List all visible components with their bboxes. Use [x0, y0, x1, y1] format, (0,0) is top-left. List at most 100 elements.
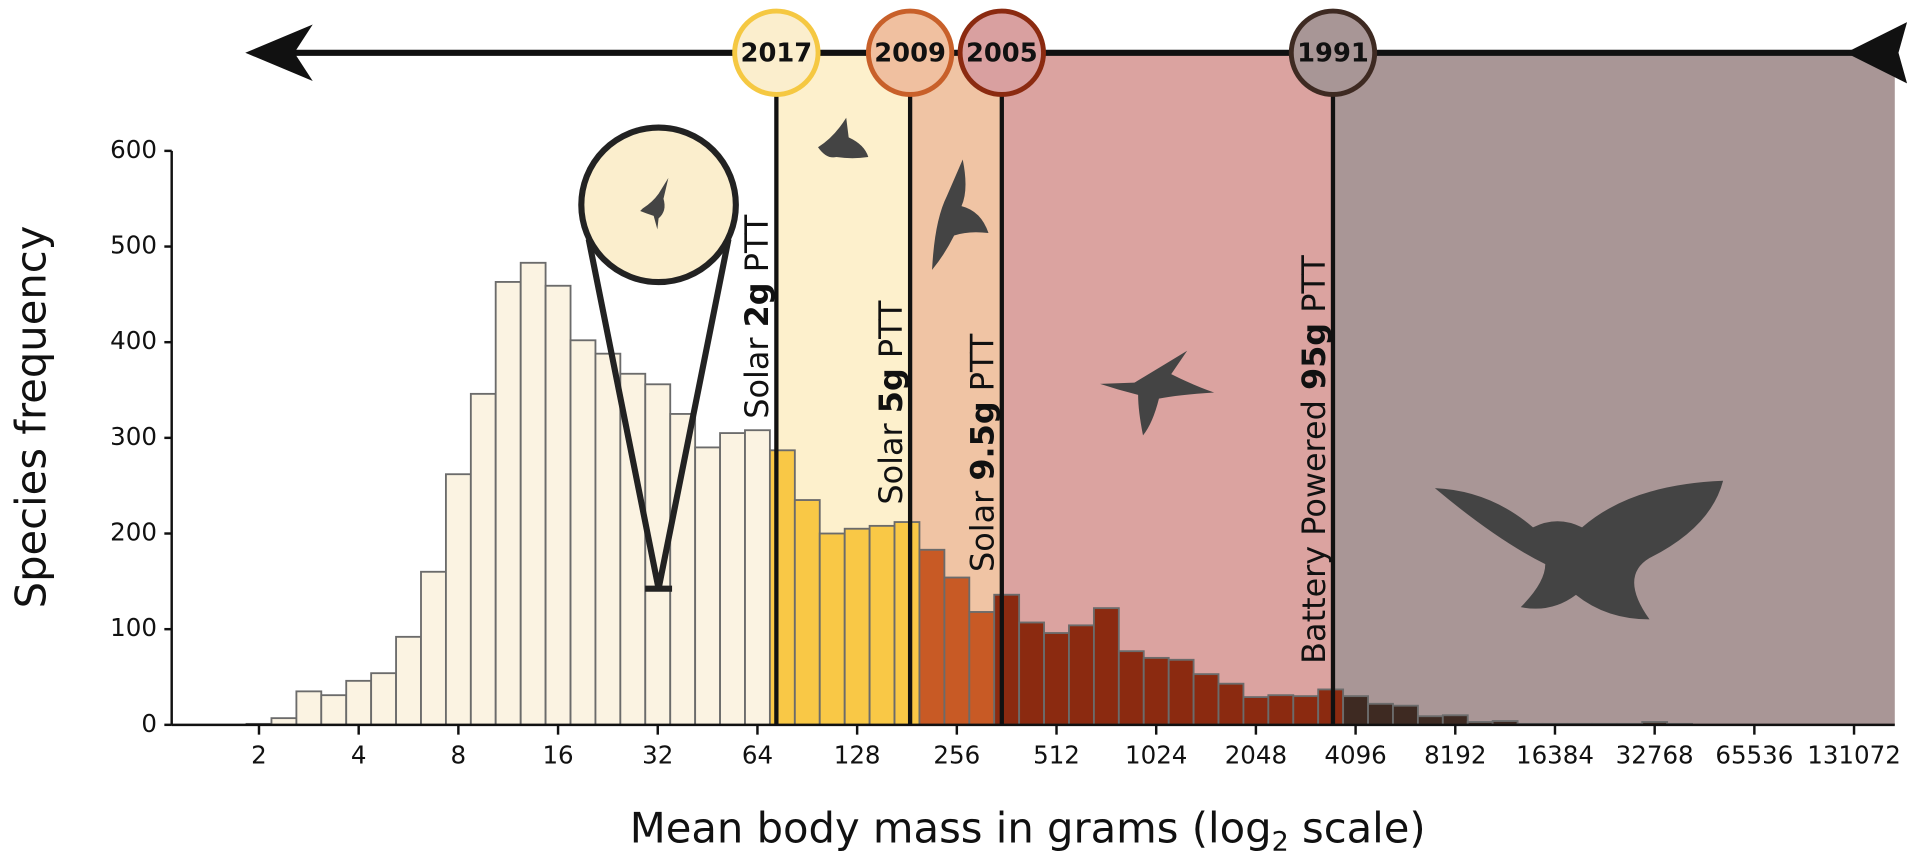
bar: [1142, 656, 1170, 726]
x-tick-label: 32: [642, 741, 673, 770]
x-axis-label-sub: 2: [1272, 826, 1289, 857]
bar: [1092, 607, 1120, 726]
y-tick-label: 400: [110, 326, 157, 355]
bird-silhouette: [640, 177, 669, 230]
bar: [868, 524, 896, 726]
y-tick-label: 100: [110, 613, 157, 642]
bird-silhouette: [818, 117, 869, 159]
milestones: 2017 Solar 2g PTT 2009 Solar 5g PTT 2005 Sola…: [732, 8, 1378, 725]
era-band: [1332, 52, 1895, 725]
milestone-label: Battery Powered 95g PTT: [1295, 255, 1333, 664]
bar: [793, 499, 821, 726]
label-prefix: Solar: [872, 413, 910, 504]
bird-silhouette: [1100, 350, 1215, 436]
bar: [569, 339, 597, 726]
label-prefix: Solar: [738, 327, 776, 418]
label-suffix: PTT: [872, 300, 910, 368]
y-tick-label: 600: [110, 135, 157, 164]
bar: [694, 446, 721, 726]
milestone-circle: [732, 8, 821, 97]
label-prefix: Solar: [964, 481, 1002, 572]
bar: [320, 694, 348, 726]
bar: [420, 570, 447, 726]
label-weight: 2g: [738, 282, 776, 327]
bar: [1292, 695, 1320, 726]
bar: [594, 352, 622, 726]
milestone-label: Solar 2g PTT: [738, 214, 776, 419]
x-tick-label: 2: [251, 741, 267, 770]
milestone-year: 2009: [874, 38, 946, 68]
x-tick-label: 64: [742, 741, 773, 770]
bar: [1117, 650, 1145, 726]
eagle-silhouette: [1434, 480, 1724, 620]
milestone-circle: [957, 8, 1046, 97]
bar: [1317, 688, 1345, 726]
bar: [1043, 632, 1070, 726]
bar: [494, 281, 522, 726]
label-suffix: PTT: [738, 214, 776, 282]
bar: [1167, 658, 1195, 726]
y-tick-label: 200: [110, 518, 157, 547]
x-tick-label: 65536: [1715, 741, 1793, 770]
x-tick-label: 1024: [1125, 741, 1187, 770]
bar: [1342, 695, 1369, 726]
label-prefix: Battery Powered: [1295, 390, 1333, 664]
bar: [719, 432, 746, 726]
x-tick-label: 32768: [1616, 741, 1694, 770]
bar: [993, 593, 1021, 726]
bar: [1392, 704, 1419, 726]
magnifier-line: [655, 238, 732, 590]
bar: [544, 284, 572, 726]
magnifier: [578, 124, 739, 592]
bar: [1367, 702, 1394, 726]
timeline-arrow: [245, 22, 1908, 84]
y-tick-label: 500: [110, 231, 157, 260]
bar: [768, 449, 796, 726]
arrow-head: [245, 24, 313, 81]
label-weight: 95g: [1295, 323, 1333, 390]
y-tick-label: 0: [141, 709, 157, 738]
x-axis-label-main: Mean body mass in grams (log: [630, 804, 1272, 853]
era-bands: [776, 52, 1895, 725]
x-tick-label: 8: [451, 741, 467, 770]
bar: [744, 429, 771, 726]
x-tick-label: 256: [933, 741, 980, 770]
bar: [519, 261, 547, 726]
milestone-year: 2017: [741, 38, 813, 68]
x-tick-label: 8192: [1424, 741, 1486, 770]
bar: [843, 527, 871, 726]
y-axis-label: Species frequency: [6, 226, 55, 609]
bar: [444, 473, 472, 726]
x-axis-label: Mean body mass in grams (log2 scale): [630, 804, 1426, 858]
x-tick-label: 16: [542, 741, 573, 770]
bird-silhouette: [932, 159, 989, 270]
x-axis-label-end: scale): [1289, 804, 1426, 853]
bar: [1217, 682, 1245, 726]
bar: [395, 635, 422, 726]
milestone-label: Solar 5g PTT: [872, 300, 910, 505]
bar: [1192, 673, 1220, 726]
bar: [968, 611, 996, 726]
label-suffix: PTT: [1295, 255, 1333, 323]
milestone-year: 1991: [1297, 38, 1369, 68]
x-tick-label: 512: [1033, 741, 1080, 770]
bar: [1018, 621, 1045, 726]
milestone-circle: [865, 8, 955, 97]
bar: [818, 532, 846, 726]
bar: [918, 548, 946, 726]
y-tick-label: 300: [110, 422, 157, 451]
bar: [370, 672, 397, 726]
bar: [943, 576, 971, 726]
bar: [669, 413, 697, 726]
magnifier-line: [585, 238, 662, 590]
bar: [1267, 694, 1295, 726]
x-tick-label: 4: [351, 741, 367, 770]
histogram-bars: [245, 261, 1693, 726]
bar: [1242, 696, 1270, 726]
milestone-year: 2005: [966, 38, 1038, 68]
silhouettes: [818, 117, 1724, 620]
label-suffix: PTT: [964, 333, 1002, 401]
x-tick-label: 128: [834, 741, 881, 770]
milestone-circle: [1288, 8, 1378, 97]
